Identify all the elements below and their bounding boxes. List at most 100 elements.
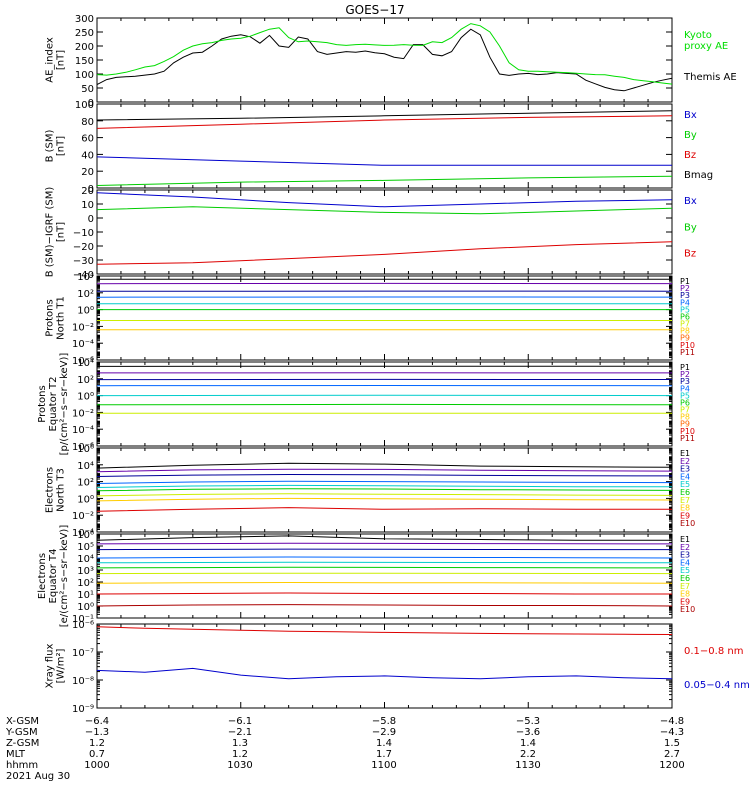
series-line-e8 — [96, 497, 673, 502]
y-tick-label: 0 — [88, 214, 94, 225]
legend-entry: E8 — [680, 504, 690, 513]
y-axis-label: [p/(cm²−s−sr−keV)] — [59, 353, 70, 456]
orbit-value: 1.2 — [232, 749, 248, 760]
y-axis-label: AE_index — [45, 37, 56, 83]
y-tick-label: 10⁻⁸ — [72, 676, 94, 687]
legend-entry: P10 — [680, 341, 695, 350]
legend-entry: Kyoto — [684, 30, 712, 41]
y-axis-label: B (SM) — [45, 129, 56, 162]
series-line-e1 — [96, 535, 672, 541]
y-tick-label: 10² — [77, 478, 94, 489]
legend-entry: proxy AE — [684, 41, 728, 52]
y-tick-label: 10⁴ — [77, 461, 94, 472]
orbit-value: 1.7 — [376, 749, 392, 760]
legend-entry: E9 — [680, 511, 690, 520]
y-tick-label: 250 — [75, 28, 94, 39]
orbit-table: X-GSM −6.4 −6.1 −5.8 −5.3 −4.8 Y-GSM −1.3 −2.1 −2… — [5, 716, 685, 782]
legend-entry: E6 — [680, 574, 690, 583]
y-tick-label: 10⁻² — [72, 511, 94, 522]
legend-entry: P10 — [680, 427, 695, 436]
x-tick-label: 1030 — [227, 760, 252, 771]
orbit-value: 1.5 — [664, 738, 680, 749]
orbit-value: −5.3 — [516, 716, 540, 727]
y-tick-label: 100 — [75, 100, 94, 111]
y-tick-label: −40 — [73, 270, 94, 281]
legend-entry: E10 — [680, 519, 695, 528]
series-line-e8 — [96, 581, 673, 584]
orbit-value: −4.8 — [660, 716, 684, 727]
legend-entry: E3 — [680, 465, 690, 474]
series-line-e7 — [96, 493, 673, 497]
legend-entry: E5 — [680, 566, 690, 575]
legend-entry: E7 — [680, 582, 690, 591]
series-line-e9 — [96, 592, 672, 595]
y-tick-label: 10² — [77, 375, 94, 386]
orbit-value: 1.2 — [89, 738, 105, 749]
legend-entry: P11 — [680, 434, 695, 443]
orbit-value: −5.8 — [372, 716, 396, 727]
y-axis-label: B (SM)−IGRF (SM) — [45, 187, 56, 278]
series-line-e1 — [96, 462, 673, 469]
y-tick-label: 300 — [75, 14, 94, 25]
y-tick-label: 10⁻⁶ — [72, 356, 94, 367]
legend-entry: E3 — [680, 551, 690, 560]
y-axis-label: North T1 — [56, 296, 67, 340]
legend-entry: P9 — [680, 334, 690, 343]
orbit-value: −6.1 — [228, 716, 252, 727]
legend-entry: E9 — [680, 597, 690, 606]
y-tick-label: 10¹ — [77, 590, 94, 601]
panel-5: 10⁻⁶ 10⁻⁴ 10⁻² 10⁰ 10² 10⁴ Protons Equator T2 [p… — [37, 353, 695, 456]
series-line-kyoto-proxy-ae — [96, 23, 673, 85]
legend-entry: P5 — [680, 305, 690, 314]
y-tick-label: −20 — [73, 242, 94, 253]
series-line-bmag — [96, 110, 673, 121]
series-line-0-05-0-4-nm — [96, 667, 673, 680]
y-tick-label: 10³ — [77, 566, 94, 577]
y-tick-label: 40 — [81, 150, 94, 161]
legend-entry: Bmag — [684, 170, 713, 181]
legend-entry: E2 — [680, 457, 690, 466]
orbit-row-label: Y-GSM — [5, 727, 38, 738]
panel-8: 10⁻⁹ 10⁻⁸ 10⁻⁷ 10⁻⁶ Xray flux [W/m²] 0.1−0.8 n… — [45, 620, 750, 715]
series-line-e5 — [96, 484, 673, 488]
series-line-e6 — [96, 566, 673, 569]
series-line-bx — [96, 156, 672, 166]
orbit-value: 2.7 — [664, 749, 680, 760]
y-axis-label: [nT] — [56, 50, 67, 70]
orbit-value: −2.9 — [372, 727, 396, 738]
x-tick-label: 1130 — [515, 760, 540, 771]
orbit-row-label: Z-GSM — [6, 738, 39, 749]
panel-frame — [96, 275, 673, 361]
legend-entry: E4 — [680, 472, 690, 481]
legend-entry: E7 — [680, 496, 690, 505]
date-label: 2021 Aug 30 — [6, 771, 70, 782]
time-label: hhmm — [6, 760, 38, 771]
legend-entry: E8 — [680, 590, 690, 599]
y-axis-label: [e/(cm²−s−sr−keV)] — [59, 525, 70, 628]
y-axis-label: North T3 — [56, 468, 67, 512]
x-tick-label: 1100 — [371, 760, 396, 771]
y-tick-label: 10⁻¹ — [72, 614, 94, 625]
x-tick-label: 1200 — [659, 760, 684, 771]
orbit-value: −3.6 — [516, 727, 540, 738]
orbit-value: 2.2 — [520, 749, 536, 760]
legend-entry: P6 — [680, 312, 690, 321]
y-axis-label: Protons — [37, 385, 48, 422]
y-tick-label: 50 — [81, 84, 94, 95]
series-line-e3 — [96, 548, 672, 551]
y-tick-label: 0 — [88, 184, 94, 195]
y-axis-label: Electrons — [45, 467, 56, 513]
y-tick-label: 10⁻⁴ — [72, 528, 94, 539]
series-line-bz — [96, 115, 673, 129]
y-tick-label: 10⁰ — [77, 602, 94, 613]
series-line-e3 — [96, 473, 673, 477]
legend-entry: E1 — [680, 535, 690, 544]
legend-entry: E6 — [680, 488, 690, 497]
legend-entry: Bx — [684, 196, 697, 207]
orbit-value: −1.3 — [85, 727, 109, 738]
panel-3: −40 −30 −20 −10 0 10 20 B (SM)−IGRF (SM) [nT] Bx B… — [45, 186, 697, 281]
y-tick-label: 10⁰ — [77, 494, 94, 505]
legend-entry: Bx — [684, 110, 697, 121]
legend-entry: 0.1−0.8 nm — [684, 646, 743, 657]
